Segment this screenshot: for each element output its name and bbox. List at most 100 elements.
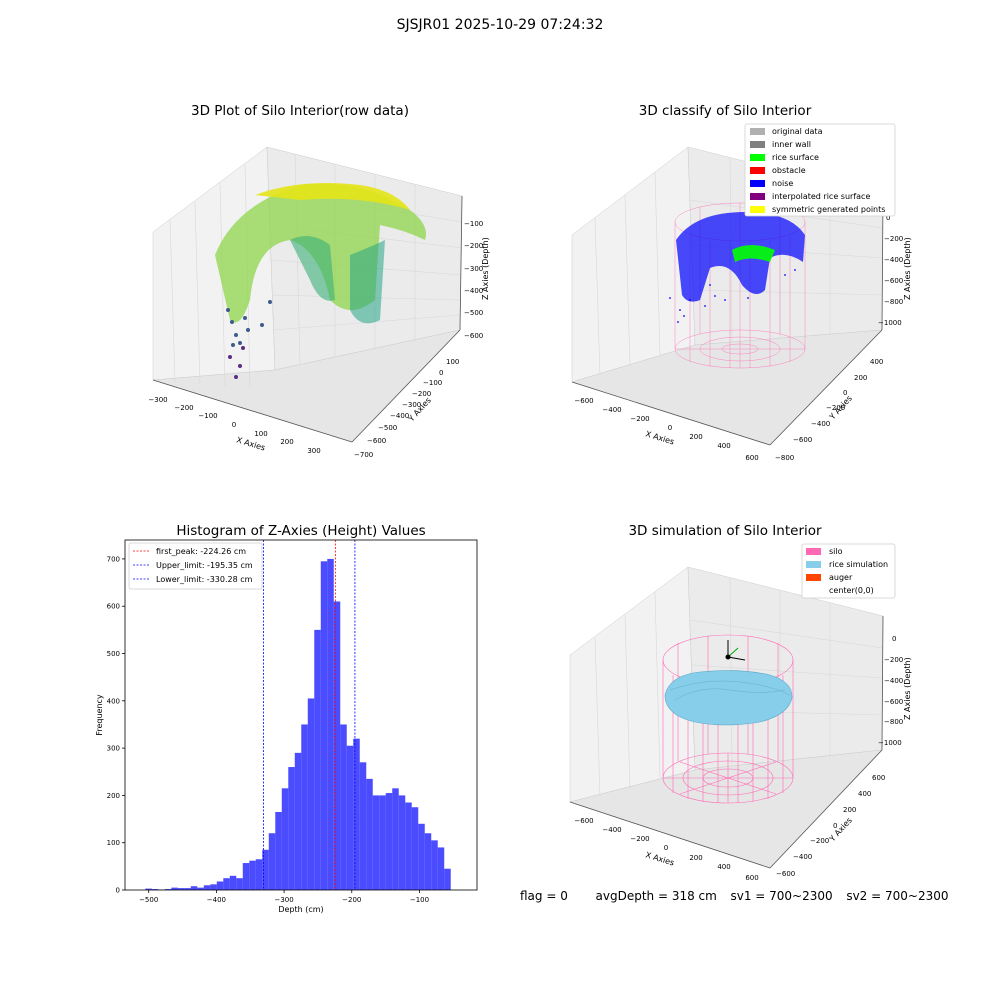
histogram-bar [431, 840, 438, 890]
tick-label: −100 [464, 220, 483, 228]
histogram-bar [294, 752, 302, 890]
tick-label: −400 [464, 287, 483, 295]
x-tick-label: −100 [410, 896, 429, 904]
tick-label: −200 [464, 242, 483, 250]
legend-label: symmetric generated points [772, 205, 885, 214]
flag-text: flag = 0 [520, 889, 568, 903]
histogram-bar [366, 778, 373, 890]
histogram-bar [216, 881, 224, 890]
histogram-bar [379, 795, 386, 890]
histogram-bar [255, 859, 263, 890]
tick-label: 400 [858, 790, 871, 798]
tick-label: −400 [793, 853, 812, 861]
histogram-bar [307, 698, 315, 890]
histogram-bar [197, 887, 204, 890]
tick-label: −500 [378, 424, 397, 432]
histogram-bar [281, 788, 289, 890]
tick-label: 400 [717, 442, 730, 450]
x-tick-label: −500 [139, 896, 158, 904]
panel4-rice-simulation [664, 670, 793, 726]
panel2-x-ticks: −600 −400 −200 0 200 400 600 [574, 397, 758, 462]
legend-swatch [750, 206, 765, 213]
histogram-bar [210, 884, 217, 890]
tick-label: −200 [826, 404, 845, 412]
histogram-bar [353, 738, 360, 890]
panel4-ylabel: Y Axies [827, 816, 854, 844]
tick-label: 200 [689, 854, 702, 862]
histogram-bar [398, 795, 406, 890]
tick-label: 0 [232, 421, 236, 429]
histogram-bar [151, 889, 159, 890]
histogram-bar [177, 888, 185, 890]
tick-label: 400 [717, 863, 730, 871]
histogram-bar [301, 724, 308, 890]
histogram-bar [164, 889, 172, 890]
histogram-y-ticks: 0 100 200 300 400 500 600 700 [107, 555, 125, 895]
panel1-z-ticks: −100 −200 −300 −400 −500 −600 [464, 220, 483, 340]
legend-swatch [806, 561, 821, 568]
histogram-bar [346, 745, 354, 890]
histogram-bar [275, 811, 282, 890]
tick-label: −600 [793, 436, 812, 444]
legend-label: original data [772, 127, 823, 136]
histogram-bar [223, 878, 230, 890]
tick-label: −200 [412, 390, 431, 398]
panel1-scatter-cloud [215, 182, 426, 379]
histogram-title: Histogram of Z-Axies (Height) Values [176, 523, 426, 539]
histogram-bar [314, 629, 321, 890]
histogram-bar [340, 724, 347, 890]
panel4-zlabel: Z Axies (Depth) [903, 657, 912, 720]
legend-label: interpolated rice surface [772, 192, 870, 201]
legend-label: center(0,0) [829, 586, 874, 595]
panel1-title: 3D Plot of Silo Interior(row data) [191, 103, 409, 119]
tick-label: −700 [354, 451, 373, 459]
panel4-x-ticks: −600 −400 −200 0 200 400 600 [574, 817, 758, 882]
y-tick-label: 500 [107, 650, 120, 658]
histogram-bar [268, 833, 276, 890]
legend-swatch [750, 193, 765, 200]
tick-label: −200 [174, 404, 193, 412]
panel1-zlabel: Z Axies (Depth) [481, 237, 490, 300]
histogram-bar [229, 875, 237, 890]
histogram-bar [327, 558, 334, 890]
histogram-ylabel: Frequency [95, 694, 104, 736]
legend-label: inner wall [772, 140, 811, 149]
histogram-reference-lines [263, 540, 356, 890]
tick-label: 0 [886, 214, 890, 222]
panel4-title: 3D simulation of Silo Interior [628, 523, 822, 539]
tick-label: −100 [423, 379, 442, 387]
tick-label: 200 [280, 438, 293, 446]
histogram-bar [184, 888, 191, 890]
histogram-bar [190, 886, 198, 890]
y-tick-label: 0 [116, 887, 120, 895]
panel4-z-ticks: 0 −200 −400 −600 −800 −1000 [878, 635, 903, 747]
legend-label: silo [829, 547, 843, 556]
tick-label: −600 [884, 277, 903, 285]
y-tick-label: 700 [107, 555, 120, 563]
tick-label: 0 [843, 389, 847, 397]
y-tick-label: 200 [107, 792, 120, 800]
panel2-axes-lines [571, 195, 884, 446]
panel4-grid [594, 577, 884, 797]
figure-title: SJSJR01 2025-10-29 07:24:32 [396, 17, 604, 33]
tick-label: −400 [602, 406, 621, 414]
histogram-bar [145, 888, 152, 890]
panel2-legend: original data inner wall rice surface ob… [744, 123, 896, 217]
y-tick-label: 300 [107, 745, 120, 753]
tick-label: −600 [884, 698, 903, 706]
tick-label: −400 [811, 420, 830, 428]
sv1-text: sv1 = 700~2300 [730, 889, 833, 903]
legend-label: first_peak: -224.26 cm [156, 547, 246, 556]
avg-depth-text: avgDepth = 318 cm [595, 889, 717, 903]
y-tick-label: 100 [107, 839, 120, 847]
tick-label: −400 [884, 256, 903, 264]
tick-label: −500 [464, 309, 483, 317]
histogram-bar [392, 788, 399, 890]
histogram-bar [385, 793, 393, 890]
tick-label: −200 [810, 837, 829, 845]
tick-label: 200 [843, 806, 856, 814]
tick-label: 100 [446, 358, 459, 366]
tick-label: −300 [464, 265, 483, 273]
legend-label: auger [829, 573, 853, 582]
tick-label: −600 [367, 437, 386, 445]
